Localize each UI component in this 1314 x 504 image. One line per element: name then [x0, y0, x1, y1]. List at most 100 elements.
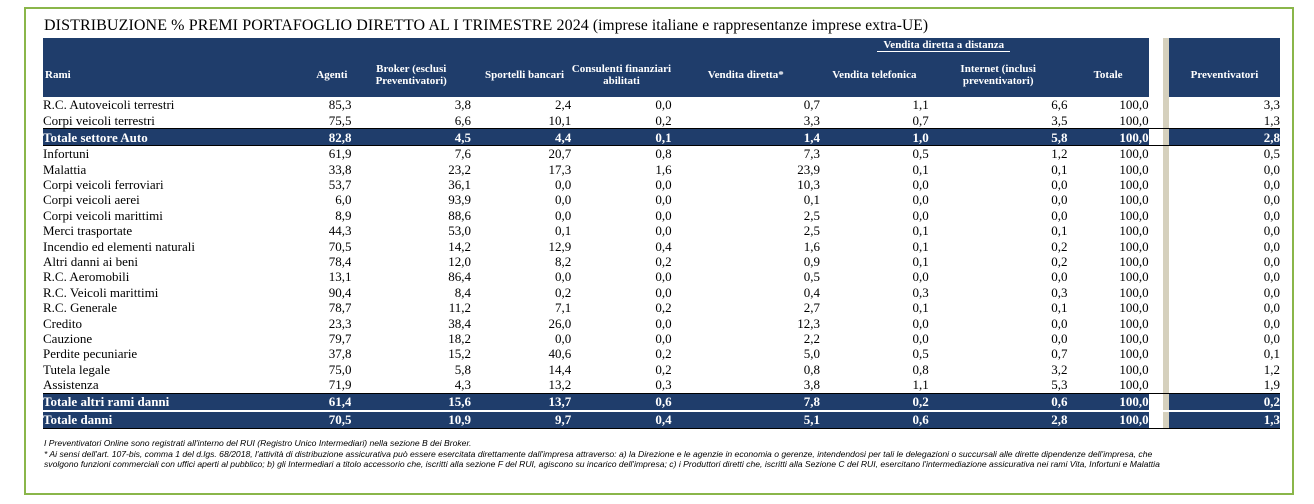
- cell-value: 37,8: [328, 346, 352, 362]
- cell-preventivatori: 1,9: [1263, 377, 1280, 393]
- cell-value: 0,0: [555, 269, 572, 285]
- cell-value: 0,0: [555, 207, 572, 223]
- cell-value: 0,7: [912, 112, 929, 128]
- cell-value: 0,0: [912, 207, 929, 223]
- cell-value: 61,9: [328, 146, 352, 162]
- cell-preventivatori: 0,0: [1263, 315, 1280, 331]
- table-row: Corpi veicoli terrestri 75,5 6,6 10,1 0,2 3,3…: [43, 112, 1280, 129]
- row-label: Corpi veicoli aerei: [43, 192, 140, 208]
- cell-preventivatori: 0,0: [1263, 300, 1280, 316]
- cell-value: 0,5: [912, 346, 929, 362]
- cell-value: 0,1: [912, 300, 929, 316]
- cell-value: 0,0: [555, 177, 572, 193]
- cell-value: 5,3: [1051, 377, 1068, 393]
- cell-value: 0,1: [1051, 300, 1068, 316]
- cell-value: 100,0: [1119, 361, 1149, 377]
- title-subtitle: (imprese italiane e rappresentanze impre…: [592, 17, 929, 34]
- cell-value: 0,6: [928, 392, 1068, 412]
- cell-value: 5,0: [803, 346, 820, 362]
- cell-value: 23,2: [448, 161, 471, 177]
- cell-value: 12,0: [448, 254, 471, 270]
- table-row: Malattia 33,8 23,2 17,3 1,6 23,9 0,1 0,1 100,0 0,…: [43, 161, 1280, 178]
- cell-value: 8,2: [555, 254, 572, 270]
- cell-value: 23,9: [797, 161, 820, 177]
- cell-value: 26,0: [548, 315, 572, 331]
- cell-value: 4,4: [470, 128, 572, 147]
- cell-value: 85,3: [328, 97, 352, 113]
- cell-value: 0,2: [555, 284, 572, 300]
- cell-value: 53,7: [328, 177, 352, 193]
- cell-value: 88,6: [448, 207, 471, 223]
- table-row: Tutela legale 75,0 5,8 14,4 0,2 0,8 0,8 3,2 100,…: [43, 361, 1280, 378]
- table-row: Corpi veicoli aerei 6,0 93,9 0,0 0,0 0,1 0,0 0,…: [43, 192, 1280, 208]
- cell-value: 0,0: [912, 315, 929, 331]
- cell-value: 14,4: [548, 361, 572, 377]
- table-body: R.C. Autoveicoli terrestri 85,3 3,8 2,4 0,0 0…: [43, 97, 1280, 429]
- cell-preventivatori: 0,0: [1263, 223, 1280, 239]
- cell-value: 0,0: [912, 192, 929, 208]
- total-row: Totale altri rami danni 61,4 15,6 13,7 0,6 7,…: [43, 392, 1280, 412]
- header-agenti: Agenti: [290, 53, 352, 98]
- cell-value: 0,2: [819, 392, 929, 412]
- header-internet: Internet (inclusi preventivatori): [928, 53, 1068, 98]
- table-title: DISTRIBUZIONE % PREMI PORTAFOGLIO DIRETT…: [44, 17, 928, 35]
- cell-value: 100,0: [1119, 269, 1149, 285]
- cell-value: 10,1: [548, 112, 572, 128]
- table-row: R.C. Veicoli marittimi 90,4 8,4 0,2 0,0 0,4 0,…: [43, 284, 1280, 301]
- cell-value: 17,3: [548, 161, 572, 177]
- cell-value: 2,2: [803, 331, 820, 347]
- cell-value: 10,3: [797, 177, 820, 193]
- row-label: Cauzione: [43, 331, 93, 347]
- cell-value: 7,1: [555, 300, 572, 316]
- row-label: R.C. Veicoli marittimi: [43, 284, 159, 300]
- cell-preventivatori: 0,0: [1263, 238, 1280, 254]
- cell-value: 0,2: [655, 254, 672, 270]
- total-row: Totale settore Auto 82,8 4,5 4,4 0,1 1,4 1,0 5,…: [43, 128, 1280, 147]
- cell-value: 8,4: [454, 284, 471, 300]
- header-vendita-telefonica: Vendita telefonica: [819, 53, 929, 98]
- cell-value: 100,0: [1119, 146, 1149, 162]
- cell-value: 100,0: [1119, 331, 1149, 347]
- cell-value: 0,8: [912, 361, 929, 377]
- header-preventivatori: Preventivatori: [1168, 53, 1280, 98]
- cell-value: 2,8: [928, 410, 1068, 429]
- cell-value: 100,0: [1119, 161, 1149, 177]
- cell-value: 0,0: [655, 315, 672, 331]
- cell-value: 82,8: [290, 128, 352, 147]
- header-consulenti: Consulenti finanziari abilitati: [571, 53, 672, 98]
- cell-value: 0,0: [655, 223, 672, 239]
- cell-value: 13,1: [328, 269, 352, 285]
- table-row: Infortuni 61,9 7,6 20,7 0,8 7,3 0,5 1,2 100,0 0,5: [43, 145, 1280, 162]
- cell-value: 100,0: [1119, 315, 1149, 331]
- cell-value: 4,5: [351, 128, 471, 147]
- header-broker: Broker (esclusi Preventivatori): [351, 53, 471, 98]
- cell-value: 0,3: [912, 284, 929, 300]
- row-label: Totale settore Auto: [43, 128, 291, 147]
- cell-value: 0,0: [1051, 177, 1068, 193]
- cell-value: 0,4: [803, 284, 820, 300]
- cell-value: 0,1: [912, 223, 929, 239]
- cell-value: 70,5: [290, 410, 352, 429]
- cell-value: 100,0: [1119, 177, 1149, 193]
- row-label: Infortuni: [43, 146, 90, 162]
- cell-value: 12,3: [797, 315, 820, 331]
- table-row: Corpi veicoli marittimi 8,9 88,6 0,0 0,0 2,5 0…: [43, 207, 1280, 224]
- row-label: Totale danni: [43, 410, 291, 429]
- row-label: Corpi veicoli ferroviari: [43, 177, 164, 193]
- cell-value: 0,8: [803, 361, 820, 377]
- row-label: R.C. Autoveicoli terrestri: [43, 97, 175, 113]
- cell-value: 0,2: [655, 361, 672, 377]
- cell-preventivatori: 0,0: [1263, 207, 1280, 223]
- cell-preventivatori: 0,0: [1263, 269, 1280, 285]
- cell-value: 93,9: [448, 192, 471, 208]
- cell-value: 0,0: [655, 97, 672, 113]
- cell-preventivatori: 0,0: [1263, 254, 1280, 270]
- cell-value: 5,8: [454, 361, 471, 377]
- cell-value: 100,0: [1119, 238, 1149, 254]
- row-label: Malattia: [43, 161, 87, 177]
- cell-value: 1,6: [655, 161, 672, 177]
- header-rami: Rami: [43, 53, 291, 98]
- cell-value: 79,7: [328, 331, 352, 347]
- row-label: Assistenza: [43, 377, 99, 393]
- cell-preventivatori: 2,8: [1168, 128, 1280, 147]
